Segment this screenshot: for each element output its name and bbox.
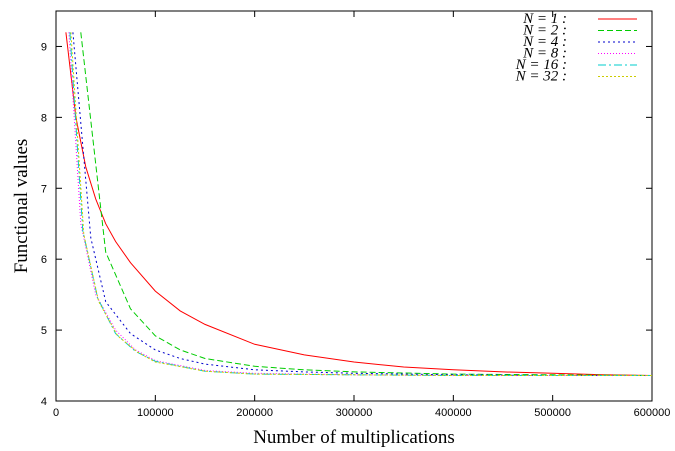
y-tick-label: 9 bbox=[41, 41, 47, 53]
x-axis-label: Number of multiplications bbox=[253, 427, 455, 448]
y-tick-label: 7 bbox=[41, 183, 47, 195]
series-line-1 bbox=[65, 32, 652, 376]
series-lines bbox=[65, 32, 652, 376]
x-tick-label: 500000 bbox=[534, 407, 571, 419]
y-tick-label: 5 bbox=[41, 325, 47, 337]
y-axis-label: Functional values bbox=[11, 139, 32, 274]
legend-label: N = 8 : bbox=[522, 46, 567, 62]
legend: N = 1 :N = 2 :N = 4 :N = 8 :N = 16 :N = … bbox=[515, 11, 637, 85]
x-tick-label: 100000 bbox=[137, 407, 174, 419]
x-tick-label: 300000 bbox=[336, 407, 373, 419]
series-line-2 bbox=[80, 32, 652, 376]
y-tick-label: 4 bbox=[41, 396, 47, 408]
x-tick-label: 0 bbox=[53, 407, 59, 419]
legend-label: N = 16 : bbox=[515, 57, 567, 73]
x-axis-ticks: 0 100000 200000 300000 400000 500000 600000 bbox=[53, 11, 670, 419]
x-tick-label: 400000 bbox=[435, 407, 472, 419]
legend-label: N = 1 : bbox=[522, 11, 567, 27]
y-axis-ticks: 4 5 6 7 8 9 bbox=[41, 41, 652, 408]
legend-label: N = 4 : bbox=[522, 34, 567, 50]
y-tick-label: 6 bbox=[41, 254, 47, 266]
series-line-4 bbox=[68, 32, 652, 376]
y-tick-label: 8 bbox=[41, 112, 47, 124]
legend-label: N = 2 : bbox=[522, 23, 567, 39]
x-tick-label: 200000 bbox=[236, 407, 273, 419]
legend-label: N = 32 : bbox=[515, 69, 567, 85]
series-line-6 bbox=[70, 32, 652, 376]
series-line-3 bbox=[72, 32, 652, 376]
x-tick-label: 600000 bbox=[634, 407, 671, 419]
